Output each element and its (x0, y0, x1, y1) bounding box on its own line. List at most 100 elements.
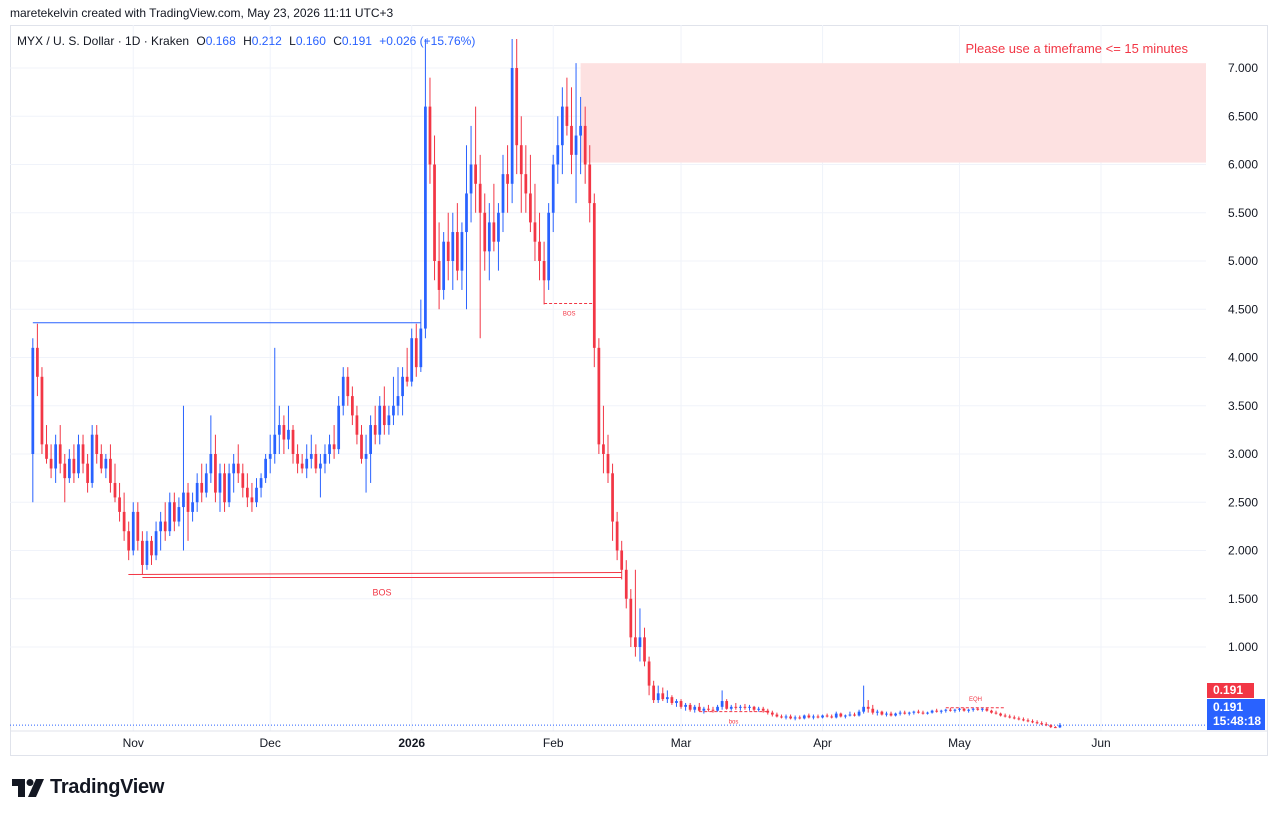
candle-body (150, 540, 153, 556)
candle (1040, 721, 1044, 726)
candle-body (711, 709, 715, 711)
candle (49, 444, 53, 479)
candle-body (570, 125, 573, 155)
candle-body (602, 444, 605, 454)
candle (264, 454, 268, 483)
candle (542, 241, 546, 305)
candle (54, 434, 58, 483)
candle (615, 511, 619, 561)
candle-body (81, 444, 85, 464)
candle (250, 482, 254, 512)
candle (296, 444, 299, 474)
tradingview-logo[interactable]: TradingView (12, 776, 164, 799)
grid (10, 25, 1206, 731)
candle-body (323, 454, 327, 464)
candle (1012, 715, 1016, 720)
candle (460, 222, 464, 290)
candle (401, 367, 404, 416)
candle (866, 700, 870, 713)
candle (369, 415, 372, 483)
candle-body (460, 232, 464, 271)
candle-body (373, 425, 377, 435)
candle-body (588, 164, 592, 204)
candle-body (688, 704, 692, 710)
candle (729, 704, 733, 711)
candle-body (168, 502, 172, 532)
candle (424, 39, 427, 339)
candle-body (875, 711, 879, 713)
candle-body (159, 521, 163, 532)
candle-body (109, 458, 112, 483)
candle (218, 463, 222, 512)
candlestick-chart[interactable]: BOS BOS EQH bos 7.000 6.500 6.000 5.500 5.000 4.… (10, 25, 1268, 756)
candle-body (442, 241, 446, 290)
candle (118, 482, 121, 522)
candle (346, 367, 350, 406)
candle-body (392, 405, 395, 416)
candle (597, 338, 601, 454)
candle-body (90, 434, 94, 483)
x-tick-label: Apr (813, 736, 832, 750)
x-tick-label: Jun (1091, 736, 1110, 750)
candle-body (268, 454, 272, 459)
y-tick-label: 4.500 (1228, 302, 1258, 316)
candle-body (812, 716, 815, 718)
candle (752, 705, 756, 712)
candle (214, 434, 217, 503)
candle-body (410, 338, 414, 382)
chart-credit: maretekelvin created with TradingView.co… (10, 6, 394, 20)
candle (999, 712, 1002, 717)
candle (437, 222, 441, 310)
candle-body (743, 706, 747, 708)
candle-body (350, 396, 354, 416)
candle-body (437, 261, 441, 290)
y-tick-label: 6.000 (1228, 158, 1258, 172)
candle-body (36, 347, 39, 377)
candle (853, 712, 856, 717)
candle (707, 704, 710, 712)
candle-body (396, 396, 400, 406)
candle (711, 706, 715, 713)
candle-body (273, 434, 277, 454)
candle-body (182, 492, 185, 508)
candle-body (675, 701, 678, 703)
candle-body (565, 106, 569, 126)
candle-body (556, 145, 560, 165)
candle-body (547, 212, 551, 281)
candle-body (757, 708, 761, 710)
candle-body (131, 511, 135, 551)
y-tick-label: 7.000 (1228, 61, 1258, 75)
candle-body (1008, 716, 1012, 718)
candle-body (204, 473, 208, 493)
candle (570, 87, 573, 175)
candle (241, 463, 245, 498)
candle (90, 425, 94, 488)
candle-body (474, 164, 477, 184)
symbol-description[interactable]: MYX / U. S. Dollar · 1D · Kraken (17, 34, 190, 48)
candle (186, 482, 190, 541)
candle (789, 714, 792, 720)
current-price-tag: 0.191 15:48:18 (1207, 699, 1265, 730)
candle-body (58, 444, 62, 464)
candle-body (49, 458, 53, 469)
candle-body (889, 713, 893, 716)
candle (926, 711, 929, 715)
candle (894, 712, 897, 717)
candle (592, 193, 596, 368)
candle-body (1031, 721, 1034, 723)
candle (967, 708, 970, 713)
y-tick-label: 2.000 (1228, 544, 1258, 558)
candle (720, 690, 724, 710)
candle (332, 425, 336, 459)
candle (163, 502, 167, 541)
candle-body (1049, 725, 1053, 728)
candle (725, 699, 729, 710)
candle (862, 685, 866, 714)
candle (834, 711, 838, 719)
candle-body (1058, 725, 1062, 728)
annotation-label: bos (729, 720, 739, 726)
candle (971, 707, 975, 712)
candle-body (739, 706, 742, 708)
candle (574, 63, 578, 204)
candle (268, 434, 272, 474)
